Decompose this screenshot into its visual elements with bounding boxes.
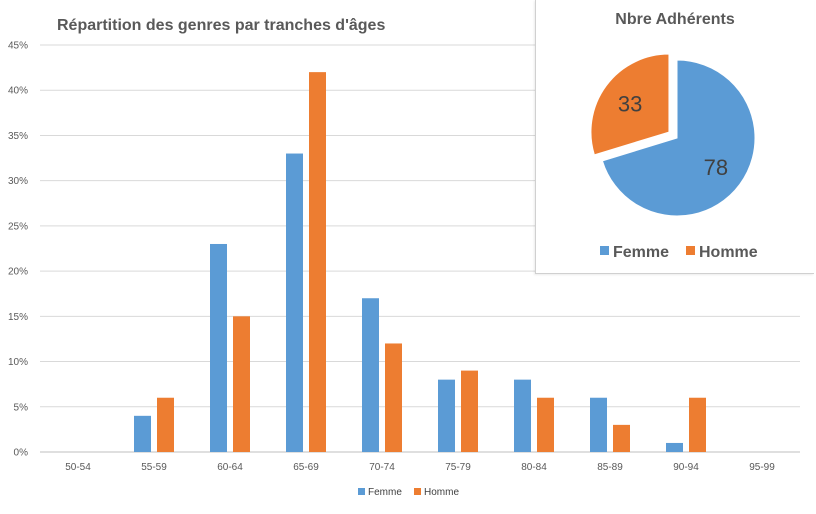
pie-legend-swatch-femme bbox=[600, 246, 609, 255]
y-tick-label: 10% bbox=[8, 357, 28, 368]
legend-swatch-homme bbox=[414, 488, 421, 495]
bar-homme-65-69 bbox=[309, 72, 326, 452]
y-tick-label: 5% bbox=[14, 402, 29, 413]
bar-homme-70-74 bbox=[385, 343, 402, 452]
bar-femme-85-89 bbox=[590, 397, 607, 452]
bar-chart-title: Répartition des genres par tranches d'âg… bbox=[57, 17, 385, 34]
pie-slice-femme bbox=[601, 59, 756, 217]
x-tick-label: 95-99 bbox=[749, 462, 775, 473]
y-tick-label: 25% bbox=[8, 221, 28, 232]
bar-femme-90-94 bbox=[666, 442, 683, 452]
pie-legend-label-femme: Femme bbox=[613, 244, 669, 261]
bar-homme-55-59 bbox=[157, 397, 174, 452]
legend-label-homme: Homme bbox=[424, 487, 459, 498]
x-tick-label: 85-89 bbox=[597, 462, 623, 473]
bar-homme-85-89 bbox=[613, 424, 630, 452]
pie-chart: Nbre Adhérents 78 33 Femme Homme bbox=[590, 11, 758, 261]
bar-femme-75-79 bbox=[438, 379, 455, 452]
legend-label-femme: Femme bbox=[368, 487, 402, 498]
bar-femme-55-59 bbox=[134, 415, 151, 452]
pie-data-label-homme: 33 bbox=[618, 91, 642, 116]
y-tick-label: 15% bbox=[8, 312, 28, 323]
y-tick-label: 40% bbox=[8, 86, 28, 97]
y-tick-label: 30% bbox=[8, 176, 28, 187]
bar-femme-70-74 bbox=[362, 298, 379, 452]
bar-femme-80-84 bbox=[514, 379, 531, 452]
pie-chart-title: Nbre Adhérents bbox=[615, 11, 735, 28]
bar-femme-65-69 bbox=[286, 153, 303, 453]
x-tick-label: 55-59 bbox=[141, 462, 167, 473]
legend-swatch-femme bbox=[358, 488, 365, 495]
bar-femme-60-64 bbox=[210, 243, 227, 452]
x-tick-label: 75-79 bbox=[445, 462, 471, 473]
y-tick-label: 20% bbox=[8, 267, 28, 278]
pie-chart-panel: Nbre Adhérents 78 33 Femme Homme bbox=[535, 0, 814, 274]
x-tick-label: 90-94 bbox=[673, 462, 699, 473]
bar-homme-80-84 bbox=[537, 397, 554, 452]
pie-legend-label-homme: Homme bbox=[699, 244, 758, 261]
x-tick-label: 60-64 bbox=[217, 462, 243, 473]
bar-homme-60-64 bbox=[233, 316, 250, 452]
bar-homme-75-79 bbox=[461, 370, 478, 452]
x-tick-label: 80-84 bbox=[521, 462, 547, 473]
bar-homme-90-94 bbox=[689, 397, 706, 452]
x-tick-label: 70-74 bbox=[369, 462, 395, 473]
pie-slice-homme bbox=[590, 53, 670, 156]
y-tick-label: 0% bbox=[14, 448, 29, 459]
x-tick-label: 65-69 bbox=[293, 462, 319, 473]
pie-legend-swatch-homme bbox=[686, 246, 695, 255]
pie-data-label-femme: 78 bbox=[704, 155, 728, 180]
x-tick-label: 50-54 bbox=[65, 462, 91, 473]
y-tick-label: 45% bbox=[8, 41, 28, 52]
y-tick-label: 35% bbox=[8, 131, 28, 142]
